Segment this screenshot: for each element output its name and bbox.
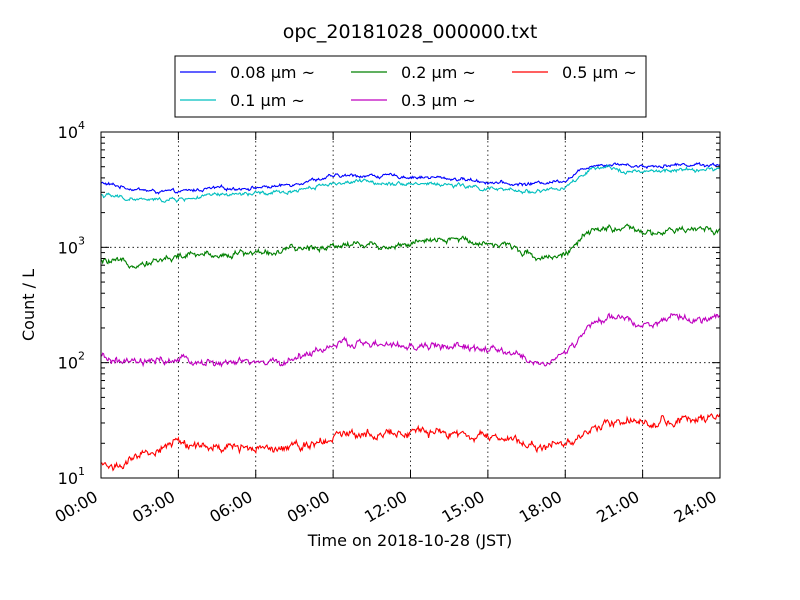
y-tick-exponent: 2 bbox=[78, 350, 85, 363]
x-tick-label: 21:00 bbox=[593, 487, 642, 527]
chart-title: opc_20181028_000000.txt bbox=[283, 21, 538, 43]
x-tick-label: 18:00 bbox=[516, 487, 565, 527]
grid-layer bbox=[101, 132, 720, 478]
x-tick-label: 09:00 bbox=[284, 487, 333, 527]
legend-label: 0.3 μm ~ bbox=[401, 91, 476, 110]
legend-label: 0.5 μm ~ bbox=[562, 63, 637, 82]
x-tick-label: 06:00 bbox=[206, 487, 255, 527]
legend-box bbox=[174, 55, 647, 118]
x-tick-label: 15:00 bbox=[438, 487, 487, 527]
x-tick-label: 00:00 bbox=[52, 487, 101, 527]
tick-layer: 00:00 03:00 06:00 09:00 12:00 15:00 18:00 21:00… bbox=[52, 119, 721, 527]
series-line-1 bbox=[100, 161, 721, 195]
x-tick-label: 12:00 bbox=[361, 487, 410, 527]
y-tick-exponent: 4 bbox=[78, 119, 85, 132]
series-line-5 bbox=[100, 413, 721, 472]
y-tick-label: 103 bbox=[58, 234, 85, 257]
legend-label: 0.2 μm ~ bbox=[401, 63, 476, 82]
y-tick-label: 104 bbox=[58, 119, 85, 142]
legend: 0.08 μm ~ 0.1 μm ~ 0.2 μm ~ 0.3 μm ~ 0.5 μm … bbox=[174, 55, 647, 118]
series-line-4 bbox=[100, 312, 721, 368]
legend-label: 0.08 μm ~ bbox=[230, 63, 315, 82]
y-tick-exponent: 3 bbox=[78, 234, 85, 247]
x-tick-label: 24:00 bbox=[671, 487, 720, 527]
y-tick-exponent: 1 bbox=[78, 465, 85, 478]
x-tick-label: 03:00 bbox=[129, 487, 178, 527]
y-tick-label: 102 bbox=[58, 350, 85, 373]
series-line-2 bbox=[100, 164, 721, 203]
y-axis-label: Count / L bbox=[19, 269, 38, 341]
x-axis-label: Time on 2018-10-28 (JST) bbox=[307, 531, 512, 550]
series-line-3 bbox=[100, 223, 721, 270]
series-layer bbox=[100, 161, 721, 472]
legend-label: 0.1 μm ~ bbox=[230, 91, 305, 110]
y-tick-label: 101 bbox=[58, 465, 85, 488]
